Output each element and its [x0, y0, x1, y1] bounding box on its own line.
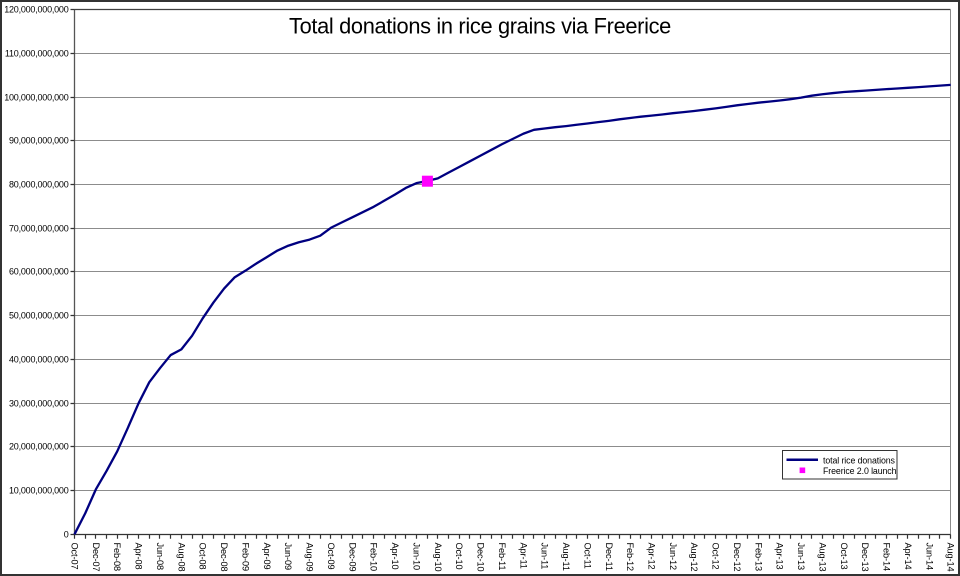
svg-text:120,000,000,000: 120,000,000,000 — [4, 5, 68, 15]
svg-text:Apr-14: Apr-14 — [903, 543, 913, 570]
svg-text:Aug-09: Aug-09 — [305, 543, 315, 572]
svg-text:110,000,000,000: 110,000,000,000 — [5, 49, 69, 59]
svg-text:Feb-14: Feb-14 — [882, 543, 892, 572]
svg-text:Feb-09: Feb-09 — [240, 543, 250, 572]
svg-text:Feb-10: Feb-10 — [369, 543, 379, 572]
svg-text:Jun-13: Jun-13 — [796, 543, 806, 571]
svg-text:Aug-12: Aug-12 — [689, 543, 699, 572]
svg-text:Dec-07: Dec-07 — [91, 543, 101, 572]
svg-text:Apr-12: Apr-12 — [646, 543, 656, 570]
svg-text:60,000,000,000: 60,000,000,000 — [9, 267, 69, 277]
svg-text:Oct-11: Oct-11 — [582, 543, 592, 569]
svg-text:Dec-11: Dec-11 — [604, 543, 614, 571]
svg-text:Oct-12: Oct-12 — [711, 543, 721, 570]
svg-text:Aug-11: Aug-11 — [561, 543, 571, 571]
svg-text:Feb-12: Feb-12 — [625, 543, 635, 572]
svg-text:40,000,000,000: 40,000,000,000 — [9, 355, 69, 365]
svg-text:Dec-10: Dec-10 — [476, 543, 486, 572]
svg-text:Apr-11: Apr-11 — [518, 543, 528, 569]
svg-text:Dec-12: Dec-12 — [732, 543, 742, 572]
svg-text:Freerice 2.0 launch: Freerice 2.0 launch — [823, 466, 897, 476]
svg-text:Dec-09: Dec-09 — [347, 543, 357, 572]
svg-text:80,000,000,000: 80,000,000,000 — [9, 180, 69, 190]
svg-text:Aug-10: Aug-10 — [433, 543, 443, 572]
svg-text:Jun-10: Jun-10 — [411, 543, 421, 571]
svg-text:Jun-12: Jun-12 — [668, 543, 678, 571]
svg-text:Dec-13: Dec-13 — [860, 543, 870, 572]
svg-text:Oct-10: Oct-10 — [454, 543, 464, 570]
svg-text:100,000,000,000: 100,000,000,000 — [4, 93, 68, 103]
svg-text:total rice donations: total rice donations — [823, 456, 896, 466]
svg-text:20,000,000,000: 20,000,000,000 — [9, 442, 69, 452]
svg-text:Feb-08: Feb-08 — [112, 543, 122, 572]
svg-text:70,000,000,000: 70,000,000,000 — [9, 224, 69, 234]
svg-text:Jun-11: Jun-11 — [540, 543, 550, 570]
svg-text:Oct-07: Oct-07 — [70, 543, 80, 570]
svg-text:Oct-13: Oct-13 — [839, 543, 849, 570]
svg-text:Feb-11: Feb-11 — [497, 543, 507, 571]
svg-text:Total donations in rice grains: Total donations in rice grains via Freer… — [289, 13, 671, 38]
svg-text:Oct-08: Oct-08 — [198, 543, 208, 570]
svg-text:Jun-09: Jun-09 — [283, 543, 293, 571]
svg-text:Aug-08: Aug-08 — [176, 543, 186, 572]
svg-text:Dec-08: Dec-08 — [219, 543, 229, 572]
svg-text:Aug-13: Aug-13 — [817, 543, 827, 572]
svg-text:Feb-13: Feb-13 — [753, 543, 763, 572]
svg-text:Oct-09: Oct-09 — [326, 543, 336, 570]
svg-text:0: 0 — [64, 530, 69, 540]
svg-text:Apr-09: Apr-09 — [262, 543, 272, 570]
svg-text:Aug-14: Aug-14 — [946, 543, 956, 572]
svg-text:Jun-14: Jun-14 — [924, 543, 934, 571]
svg-text:30,000,000,000: 30,000,000,000 — [9, 399, 69, 409]
svg-text:Apr-13: Apr-13 — [775, 543, 785, 570]
svg-text:10,000,000,000: 10,000,000,000 — [9, 486, 69, 496]
svg-text:Apr-10: Apr-10 — [390, 543, 400, 570]
svg-text:Jun-08: Jun-08 — [155, 543, 165, 571]
svg-text:Apr-08: Apr-08 — [134, 543, 144, 570]
svg-text:50,000,000,000: 50,000,000,000 — [9, 311, 69, 321]
svg-text:90,000,000,000: 90,000,000,000 — [9, 136, 69, 146]
